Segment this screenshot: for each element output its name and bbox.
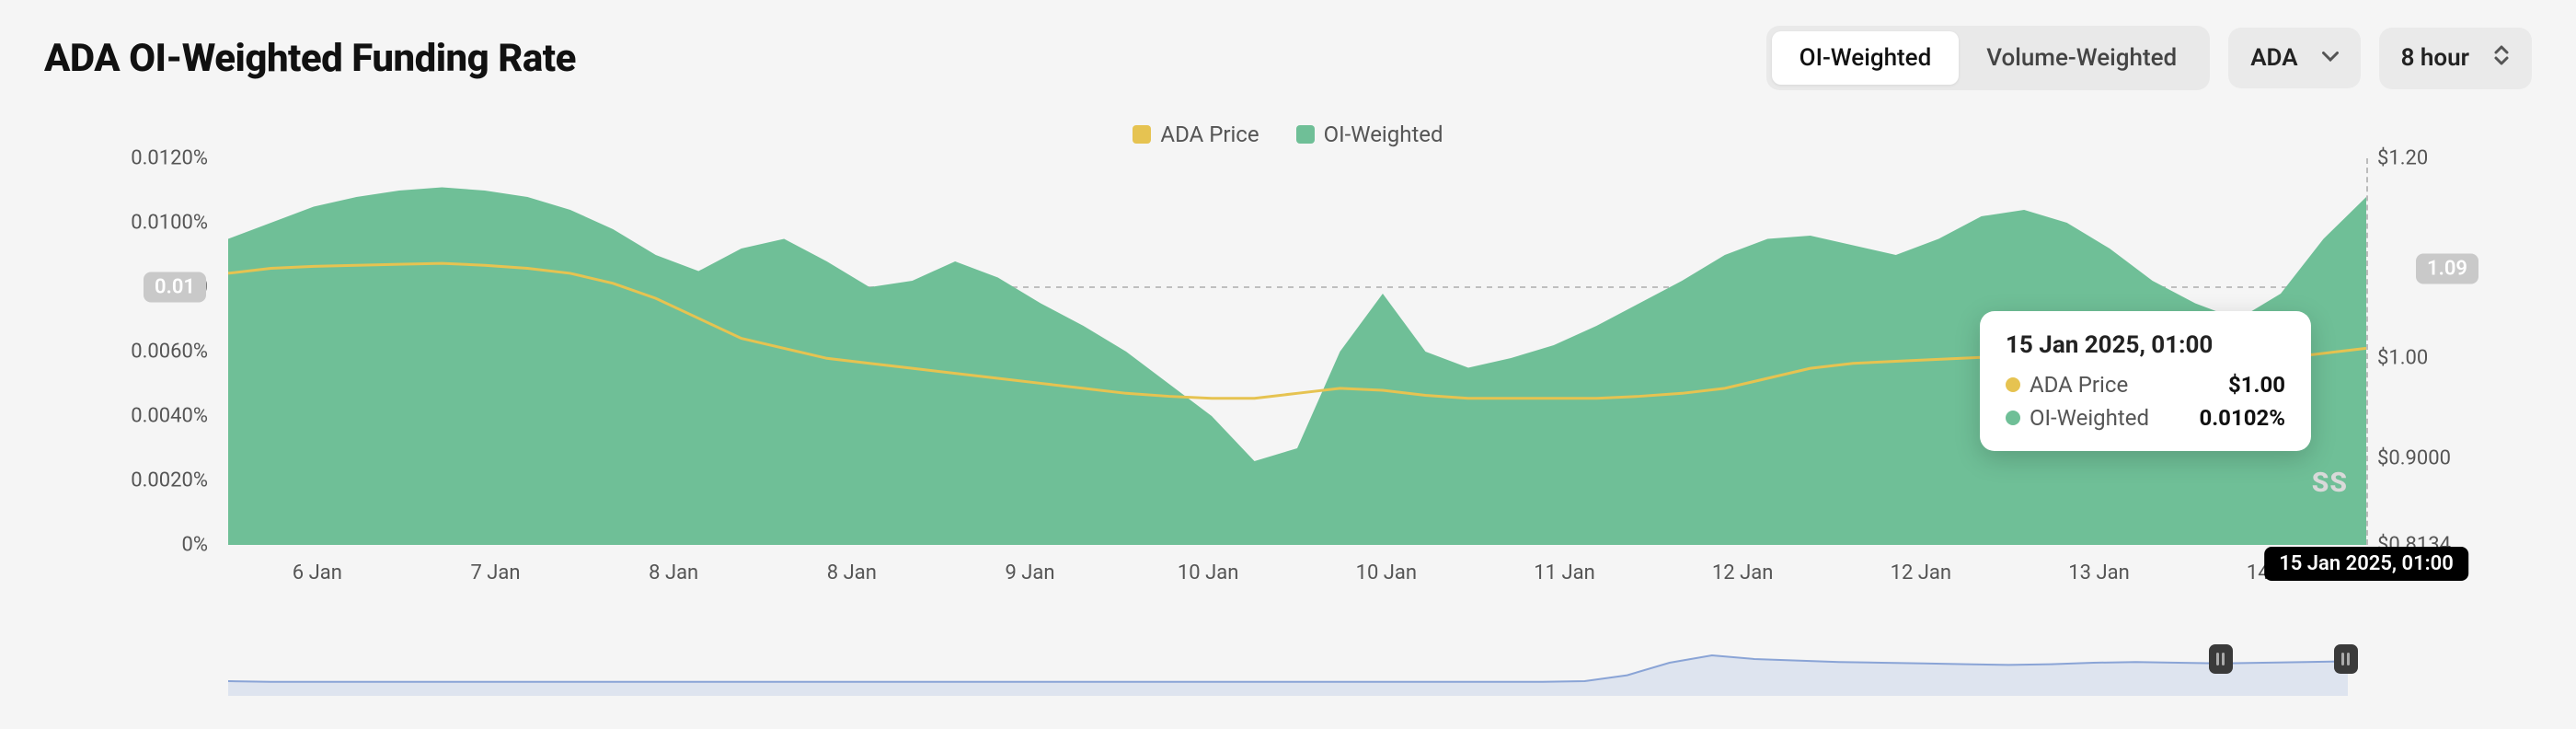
tab-oi-weighted[interactable]: OI-Weighted	[1772, 31, 1960, 85]
asset-select[interactable]: ADA	[2228, 28, 2360, 88]
tooltip-time: 15 Jan 2025, 01:00	[2006, 331, 2285, 359]
legend-item-price[interactable]: ADA Price	[1133, 122, 1259, 147]
controls: OI-Weighted Volume-Weighted ADA 8 hour	[1766, 26, 2532, 90]
tooltip-label-oi: OI-Weighted	[2030, 405, 2149, 431]
legend-label-oi: OI-Weighted	[1324, 122, 1443, 147]
brush-navigator[interactable]	[228, 622, 2348, 696]
tooltip-dot-price	[2006, 377, 2020, 392]
y-left-badge: 0.01	[144, 272, 206, 303]
caret-down-icon	[2322, 44, 2339, 72]
tab-volume-weighted[interactable]: Volume-Weighted	[1959, 31, 2204, 85]
tooltip-value-oi: 0.0102%	[2199, 405, 2285, 431]
brush-handle-left[interactable]	[2209, 644, 2233, 674]
watermark: SS	[2312, 467, 2348, 499]
y-axis-right: $0.8134$0.9000$1.00$1.20	[2377, 158, 2488, 545]
legend-swatch-price	[1133, 125, 1151, 144]
chart[interactable]: SS 0%0.0020%0.0040%0.0060%0.00.0100%0.01…	[44, 158, 2532, 600]
weight-segment: OI-Weighted Volume-Weighted	[1766, 26, 2211, 90]
interval-select-label: 8 hour	[2401, 44, 2469, 72]
legend-label-price: ADA Price	[1160, 122, 1259, 147]
tooltip-value-price: $1.00	[2228, 372, 2285, 398]
brush-handle-right[interactable]	[2334, 644, 2358, 674]
tooltip-label-price: ADA Price	[2030, 372, 2128, 398]
interval-select[interactable]: 8 hour	[2379, 28, 2532, 89]
tooltip: 15 Jan 2025, 01:00 ADA Price $1.00 OI-We…	[1980, 311, 2311, 451]
tooltip-dot-oi	[2006, 411, 2020, 425]
y-axis-left: 0%0.0020%0.0040%0.0060%0.00.0100%0.0120%	[88, 158, 208, 545]
legend: ADA Price OI-Weighted	[44, 122, 2532, 147]
legend-swatch-oi	[1296, 125, 1315, 144]
updown-icon	[2493, 44, 2510, 73]
x-hover-tag: 15 Jan 2025, 01:00	[2264, 547, 2468, 581]
page-title: ADA OI-Weighted Funding Rate	[44, 36, 576, 81]
hover-line	[2366, 158, 2368, 545]
y-right-badge: 1.09	[2416, 253, 2478, 284]
legend-item-oi[interactable]: OI-Weighted	[1296, 122, 1443, 147]
x-axis: 6 Jan7 Jan8 Jan8 Jan9 Jan10 Jan10 Jan11 …	[228, 554, 2366, 600]
asset-select-label: ADA	[2250, 44, 2297, 72]
